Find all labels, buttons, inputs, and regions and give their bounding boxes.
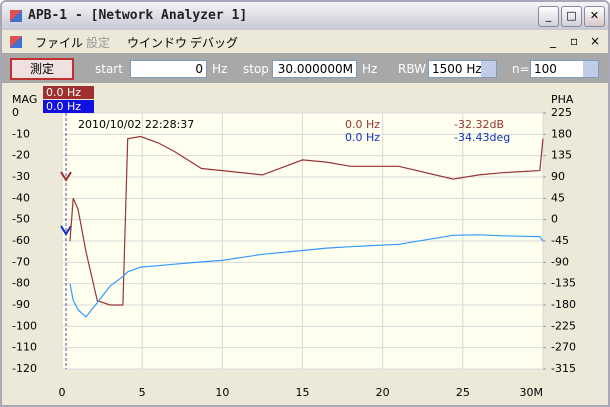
y2-tick-label: 225 [551,106,572,119]
y2-axis-label: PHA [551,93,574,106]
readout-value: -32.32dB [454,118,504,131]
x-tick-label: 25 [456,386,470,399]
y-tick-label: -40 [12,191,30,204]
start-unit: Hz [212,62,228,76]
stop-input[interactable]: 30.000000M [272,60,357,78]
y-tick-label: -100 [12,319,37,332]
chart: MAG PHA 2010/10/02 22:28:37 0.0 Hz -32.3… [12,93,576,399]
app-icon [10,10,22,22]
mdi-close[interactable]: × [590,34,601,48]
menu-item[interactable]: ファイル [35,36,84,50]
y2-tick-label: -135 [551,277,576,290]
rbw-select[interactable]: 1500 Hz [428,60,497,78]
doc-icon [10,36,22,48]
timestamp: 2010/10/02 22:28:37 [78,118,194,131]
y-tick-label: -80 [12,277,30,290]
x-tick-label: 5 [139,386,146,399]
y2-tick-label: 90 [551,170,565,183]
y-axis-label: MAG [12,93,37,106]
stop-label: stop [243,62,269,76]
x-tick-label: 15 [296,386,310,399]
marker-label: 0.0 Hz [43,86,94,99]
marker-arrow [60,171,72,182]
y2-tick-label: 45 [551,191,565,204]
window-title: APB-1 - [Network Analyzer 1] [28,8,248,23]
y-tick-label: -120 [12,362,37,375]
y-tick-label: -60 [12,234,30,247]
y2-tick-label: 180 [551,127,572,140]
grid [61,112,546,370]
close-button[interactable]: ✕ [584,6,605,27]
y-tick-label: -30 [12,170,30,183]
chart-area: MAG PHA 2010/10/02 22:28:37 0.0 Hz -32.3… [2,83,608,405]
y-tick-label: 0 [12,106,19,119]
y2-tick-label: 0 [551,213,558,226]
y-tick-label: -10 [12,127,30,140]
y2-tick-label: -45 [551,234,569,247]
x-tick-label: 0 [59,386,66,399]
y2-tick-label: 135 [551,149,572,162]
measure-button[interactable]: 測定 [10,58,74,80]
mdi-restore[interactable]: ▫ [570,34,579,48]
y-tick-label: -110 [12,341,37,354]
y2-tick-label: -315 [551,362,576,375]
menu-item[interactable]: デバッグ [190,36,239,50]
mdi-minimize[interactable]: _ [550,34,556,48]
stop-unit: Hz [362,62,378,76]
menu-item: 設定 [86,36,111,50]
y-tick-label: -90 [12,298,30,311]
y2-tick-label: -180 [551,298,576,311]
y-tick-label: -70 [12,255,30,268]
marker-label: 0.0 Hz [43,100,94,113]
menu-bar: ファイル 設定 ウインドウ デバッグ _ ▫ × [2,30,608,53]
x-tick-label: 10 [215,386,229,399]
x-tick-label: 30M [520,386,544,399]
y-tick-label: -50 [12,213,30,226]
maximize-button[interactable]: □ [561,6,582,27]
start-label: start [95,62,123,76]
n-select[interactable]: 100 [530,60,599,78]
readout-value: -34.43deg [454,131,510,144]
y2-tick-label: -225 [551,319,576,332]
minimize-button[interactable]: _ [538,6,559,27]
menu-item[interactable]: ウインドウ [127,36,188,50]
series-line [69,234,544,318]
rbw-label: RBW [398,62,427,76]
series-line [69,135,544,306]
marker-arrow [60,225,72,236]
y2-tick-label: -90 [551,255,569,268]
readout-freq: 0.0 Hz [345,118,380,131]
toolbar: 測定 start 0 Hz stop 30.000000M Hz RBW 150… [2,53,608,83]
start-input[interactable]: 0 [130,60,207,78]
x-tick-label: 20 [376,386,390,399]
readout-freq: 0.0 Hz [345,131,380,144]
y-tick-label: -20 [12,149,30,162]
title-bar: APB-1 - [Network Analyzer 1] _ □ ✕ [2,2,608,30]
n-label: n= [512,62,530,76]
y2-tick-label: -270 [551,341,576,354]
